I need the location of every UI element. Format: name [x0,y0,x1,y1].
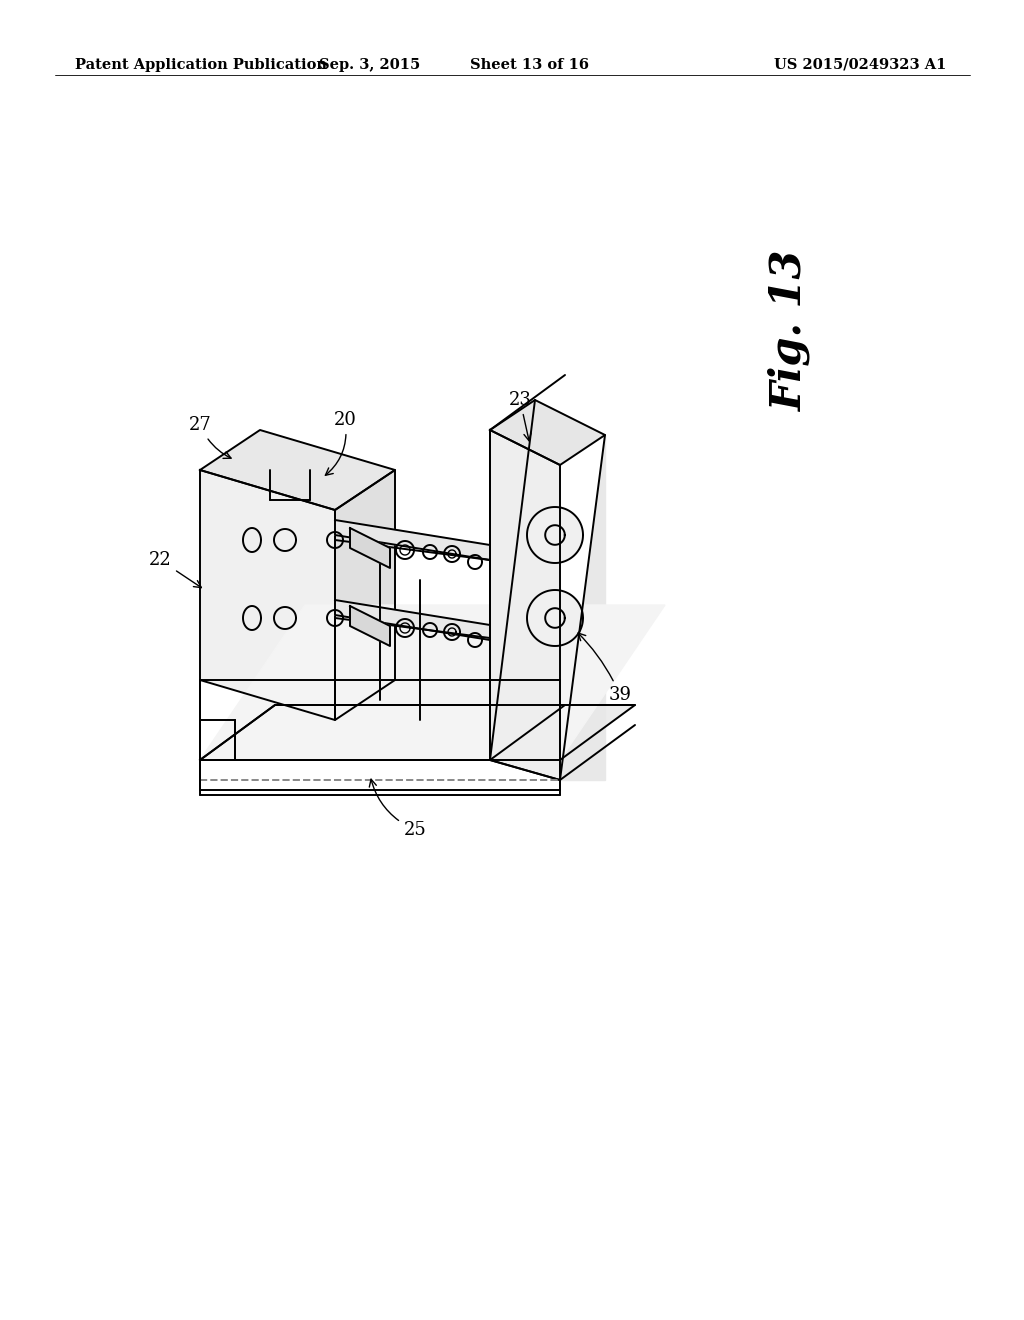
Text: Fig. 13: Fig. 13 [769,249,811,411]
Text: 25: 25 [370,779,426,840]
Polygon shape [350,528,390,568]
Text: US 2015/0249323 A1: US 2015/0249323 A1 [774,58,946,73]
Text: 22: 22 [148,550,202,587]
Polygon shape [560,436,605,780]
Polygon shape [335,470,395,719]
Polygon shape [335,601,490,640]
Text: 27: 27 [188,416,231,458]
Polygon shape [335,520,490,560]
Polygon shape [490,430,560,780]
Polygon shape [200,705,635,760]
Polygon shape [527,507,583,564]
Polygon shape [350,606,390,645]
Text: 39: 39 [579,634,632,704]
Text: Sep. 3, 2015: Sep. 3, 2015 [319,58,421,73]
Text: Sheet 13 of 16: Sheet 13 of 16 [470,58,590,73]
Polygon shape [200,470,335,719]
Polygon shape [200,605,665,760]
Polygon shape [527,590,583,645]
Text: 20: 20 [326,411,356,475]
Polygon shape [490,400,605,465]
Polygon shape [200,430,395,510]
Text: Patent Application Publication: Patent Application Publication [75,58,327,73]
Text: 23: 23 [509,391,531,441]
